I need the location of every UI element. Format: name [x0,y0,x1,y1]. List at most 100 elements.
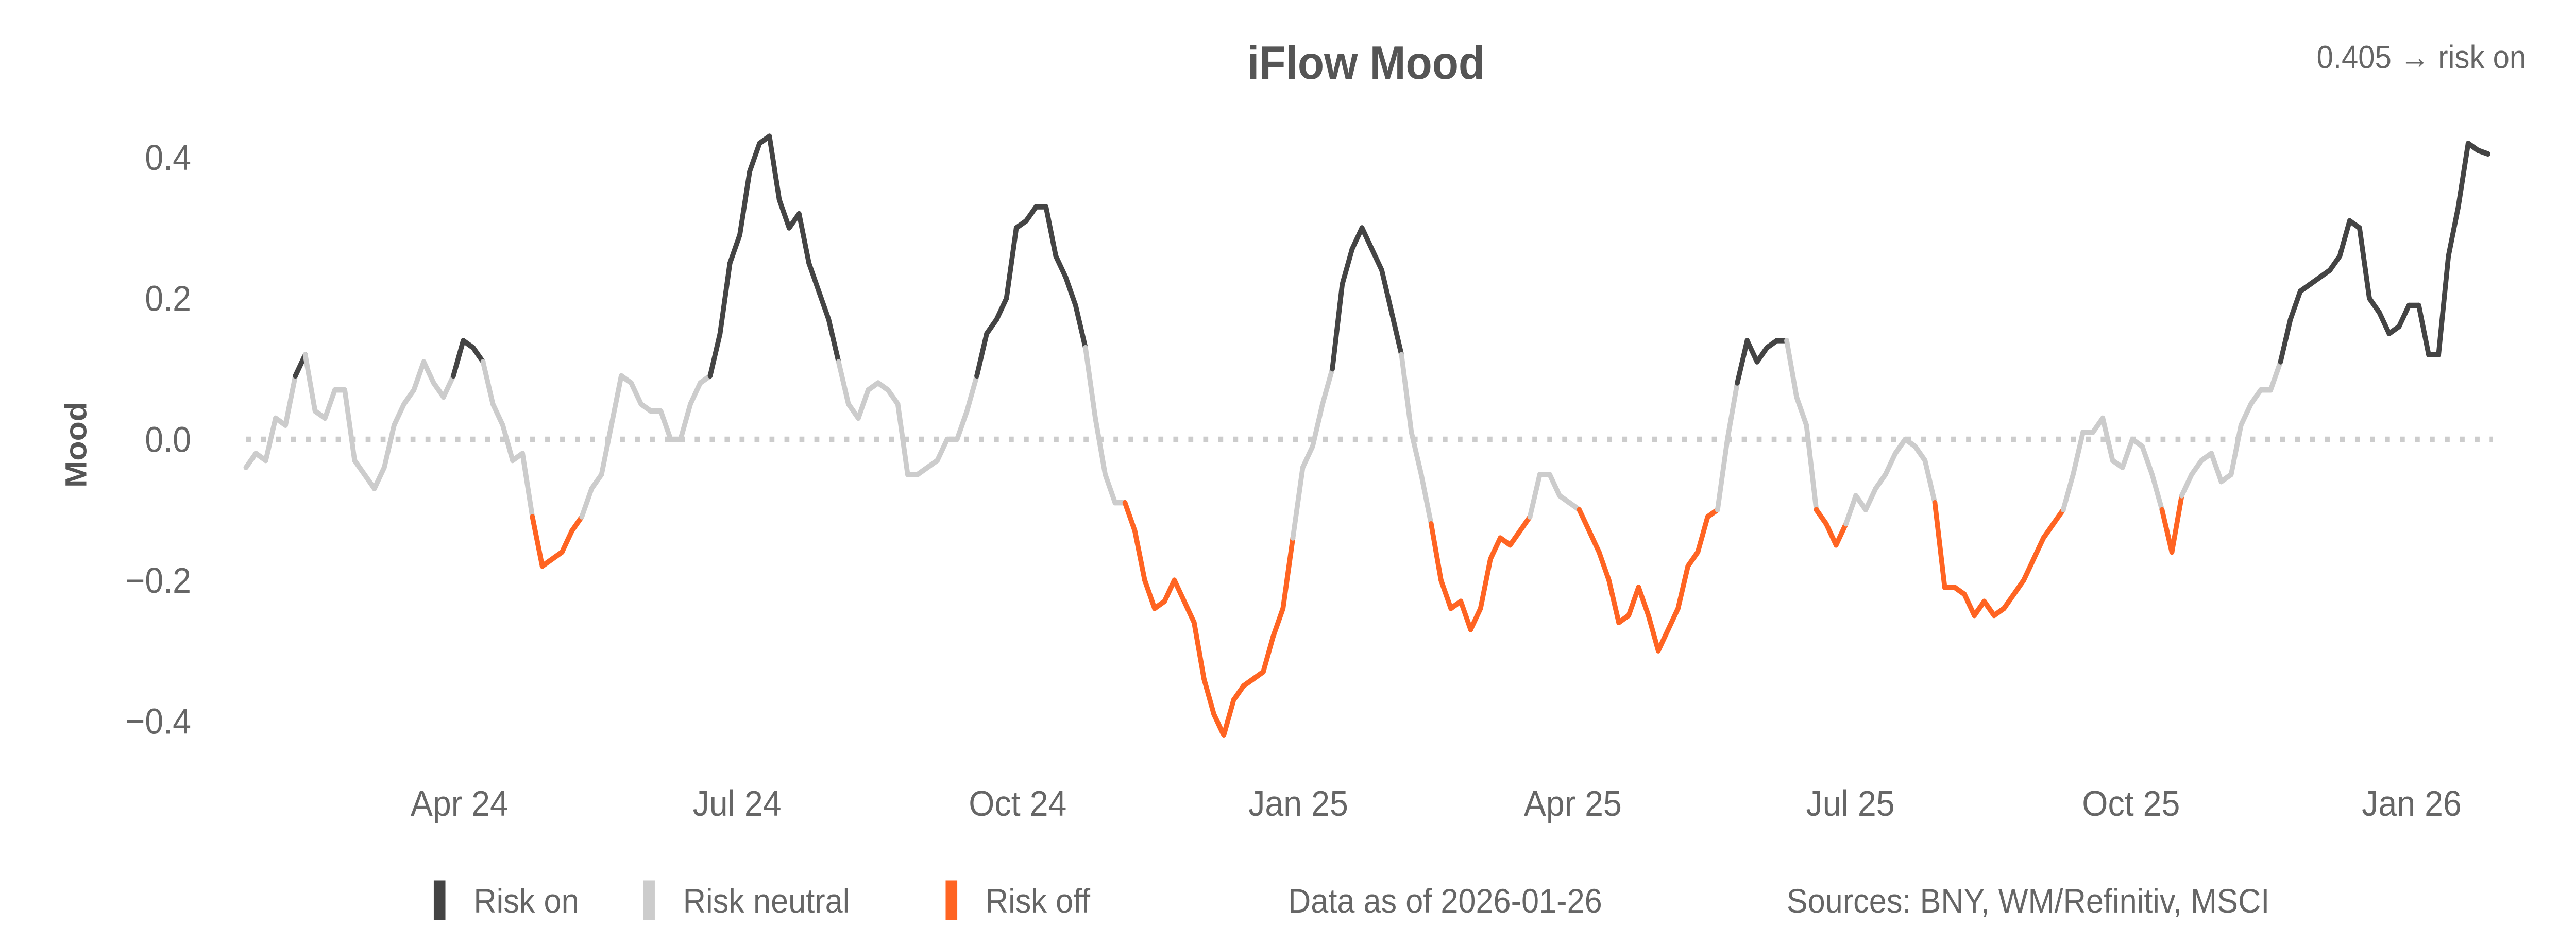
series-segment-risk-on [727,232,742,266]
series-segment-risk-neutral [2100,415,2115,464]
series-segment-risk-neutral [401,387,417,407]
series-segment-risk-off [2169,493,2184,555]
series-segment-risk-off [1685,549,1701,569]
series-segment-risk-off [1814,507,1829,527]
series-segment-risk-neutral [1300,443,1315,470]
series-segment-risk-on [2377,310,2392,336]
series-segment-risk-off [2041,521,2056,541]
series-segment-risk-neutral [885,387,901,407]
series-segment-risk-on [1379,267,1394,315]
series-segment-risk-neutral [1715,436,1730,513]
series-segment-risk-neutral [411,359,427,393]
series-segment-risk-neutral [608,373,624,428]
series-segment-risk-neutral [2248,387,2263,407]
series-segment-risk-on [2455,141,2471,210]
series-segment-risk-off [1468,606,1483,632]
series-segment-risk-neutral [2209,451,2224,485]
series-segment-risk-on [1735,338,1750,386]
series-segment-risk-on [2396,302,2412,330]
series-segment-risk-on [1340,246,1355,287]
series-segment-risk-off [1833,521,1849,548]
series-segment-risk-off [1458,598,1473,632]
series-segment-risk-off [2159,507,2175,555]
series-segment-risk-off [1122,500,1138,534]
x-tick-label: Jan 26 [2362,784,2462,824]
x-tick-label: Jan 25 [1248,784,1348,824]
series-segment-risk-neutral [579,486,595,520]
series-segment-risk-on [1004,225,1019,301]
series-segment-risk-neutral [1784,338,1799,400]
series-segment-risk-on [1043,204,1059,259]
series-segment-risk-neutral [1804,422,1819,513]
sources: Sources: BNY, WM/Refinitiv, MSCI [1787,882,2269,920]
series-segment-risk-off [1142,577,1157,611]
series-segment-risk-neutral [1103,472,1118,506]
series-segment-risk-on [806,260,822,294]
series-segment-risk-neutral [895,401,910,477]
series-segment-risk-off [1507,528,1523,548]
series-segment-risk-on [717,260,733,336]
series-segment-risk-off [1280,535,1296,611]
series-segment-risk-neutral [1320,366,1335,407]
series-segment-risk-on [470,345,486,365]
series-segment-risk-off [1666,606,1681,632]
y-axis-label: Mood [59,402,93,488]
series-segment-risk-on [1359,225,1375,252]
series-segment-risk-on [2367,296,2382,315]
series-segment-risk-neutral [856,387,871,421]
series-segment-risk-off [1428,521,1444,583]
series-segment-risk-neutral [1873,472,1888,492]
series-segment-risk-on [2446,204,2461,259]
series-segment-risk-neutral [1409,430,1424,477]
data-as-of: Data as of 2026-01-26 [1288,882,1602,920]
legend: Risk on Risk neutral Risk off [433,880,1090,920]
series-segment-risk-on [1330,281,1345,372]
series-segment-risk-off [1181,598,1197,625]
series-segment-risk-off [2021,556,2037,583]
series-segment-risk-on [1063,274,1078,308]
series-segment-risk-off [1675,563,1691,611]
series-segment-risk-neutral [678,401,693,442]
series-segment-risk-neutral [2268,359,2283,393]
series-segment-risk-neutral [1883,451,1898,477]
series-segment-risk-on [776,197,792,231]
legend-swatch-risk-neutral [643,880,655,920]
series-segment-risk-on [747,141,762,175]
series-segment-risk-on [767,133,782,203]
series-segment-risk-off [1201,676,1216,717]
series-segment-risk-neutral [2120,436,2135,470]
series-segment-risk-neutral [1892,436,1908,456]
series-segment-risk-neutral [342,387,358,464]
x-tick-label: Jul 25 [1806,784,1895,824]
series-segment-risk-off [1221,697,1236,738]
x-tick-label: Apr 25 [1524,784,1622,824]
series-segment-risk-neutral [1863,486,1878,513]
series-segment-risk-on [1369,246,1384,273]
chart-title: iFlow Mood [1247,37,1485,89]
series-segment-risk-neutral [1725,380,1740,442]
series-segment-risk-neutral [283,373,298,428]
x-tick-label: Jul 24 [693,784,782,824]
series-segment-risk-on [2436,253,2451,358]
series-segment-risk-neutral [1912,443,1928,464]
series-segment-risk-neutral [658,408,673,442]
series-segment-risk-off [1488,535,1503,562]
series-segment-risk-off [1132,528,1147,583]
series-segment-risk-off [1438,577,1454,611]
series-segment-risk-neutral [490,401,505,428]
series-segment-risk-neutral [964,373,979,414]
series-segment-risk-neutral [1527,472,1543,520]
series-segment-risk-off [1606,577,1621,625]
series-segment-risk-on [2287,288,2303,322]
series-segment-risk-off [1695,514,1710,555]
legend-swatch-risk-off [945,880,958,920]
series-segment-risk-neutral [599,422,614,477]
series-segment-risk-neutral [480,359,496,407]
series-segment-risk-off [1655,627,1671,654]
series-segment-risk-neutral [392,401,406,428]
series-segment-risk-neutral [2228,422,2244,477]
series-segment-risk-on [2327,253,2343,273]
y-tick-label: −0.2 [126,561,191,601]
series-segment-risk-on [1053,253,1069,280]
y-tick-label: 0.4 [145,138,191,178]
